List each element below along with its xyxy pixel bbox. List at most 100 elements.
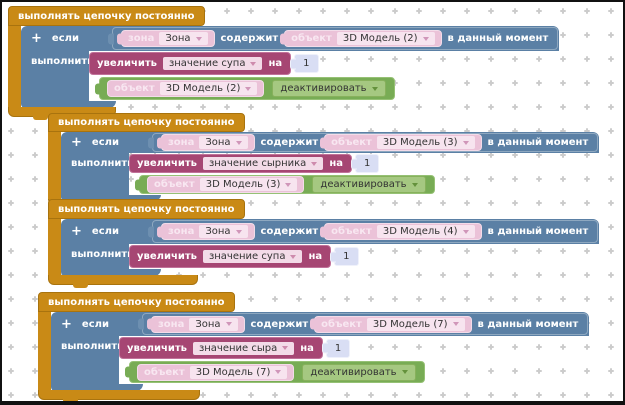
increase-label: увеличить <box>127 342 187 354</box>
if-label: если <box>91 137 119 148</box>
forever-chain-left-bar <box>48 131 61 200</box>
number-block[interactable]: 1 <box>290 54 319 73</box>
condition-block[interactable]: зона Зона содержит объект 3D Модель (7) <box>138 313 589 335</box>
zone-value: Зона <box>165 33 191 44</box>
object-block[interactable]: объект 3D Модель (7) <box>310 315 472 333</box>
variable-dropdown[interactable]: значение сыра <box>192 341 295 355</box>
action-dropdown[interactable]: деактивировать <box>272 80 386 97</box>
by-label: на <box>268 58 283 69</box>
increase-variable-block[interactable]: увеличить значение супа на <box>129 245 332 268</box>
variable-dropdown[interactable]: значение сырника <box>202 157 324 170</box>
zone-label: зона <box>128 33 155 44</box>
increase-variable-block[interactable]: увеличить значение сырника на <box>129 154 352 173</box>
object-block[interactable]: объект 3D Модель (4) <box>320 223 482 240</box>
forever-chain-foot <box>38 390 200 401</box>
chevron-down-icon <box>245 86 252 91</box>
increase-variable-block[interactable]: увеличить значение супа на <box>89 52 292 75</box>
if-block[interactable]: + если зона Зона содерж <box>61 132 600 204</box>
number-value: 1 <box>303 58 310 69</box>
variable-dropdown[interactable]: значение супа <box>162 57 263 70</box>
forever-chain-header[interactable]: выполнять цепочку постоянно <box>48 199 245 219</box>
forever-chain-label: выполнять цепочку постоянно <box>58 203 235 215</box>
do-label: выполнить <box>61 341 124 352</box>
condition-block[interactable]: зона Зона содержит объект 3D Модель (2) <box>108 27 559 50</box>
contains-label: содержит <box>250 318 309 330</box>
chevron-down-icon <box>371 86 378 91</box>
variable-dropdown[interactable]: значение супа <box>202 250 303 263</box>
deactivate-object-block[interactable]: объект 3D Модель (2) деактивировать <box>95 77 395 100</box>
object-dropdown[interactable]: 3D Модель (3) <box>199 178 298 191</box>
connector-tab <box>280 33 287 44</box>
object-block[interactable]: объект 3D Модель (2) <box>280 30 442 47</box>
forever-chain-header[interactable]: выполнять цепочку постоянно <box>8 6 205 26</box>
plus-icon[interactable]: + <box>31 31 42 46</box>
do-label: выполнить <box>71 158 134 169</box>
zone-block[interactable]: зона Зона <box>157 134 255 151</box>
condition-block[interactable]: зона Зона содержит объект 3D Модель (4) <box>148 220 599 243</box>
variable-value: значение сырника <box>208 158 307 169</box>
object-value: 3D Модель (3) <box>382 137 458 148</box>
zone-block[interactable]: зона Зона <box>157 223 255 240</box>
connector-tab <box>148 137 154 148</box>
object-dropdown[interactable]: 3D Модель (7) <box>366 317 465 331</box>
object-dropdown[interactable]: 3D Модель (3) <box>376 136 475 149</box>
object-block[interactable]: объект 3D Модель (3) <box>320 134 482 151</box>
connector-tab <box>125 366 131 378</box>
if-block[interactable]: + если зона Зона содерж <box>61 219 600 280</box>
increase-variable-block[interactable]: увеличить значение сыра на <box>119 337 323 359</box>
object-block[interactable]: объект 3D Модель (2) <box>107 80 265 97</box>
object-label: объект <box>291 33 332 44</box>
zone-block[interactable]: зона Зона <box>147 315 245 333</box>
deactivate-object-block[interactable]: объект 3D Модель (7) деактивировать <box>125 361 425 383</box>
zone-dropdown[interactable]: Зона <box>189 317 238 331</box>
block-group-1[interactable]: выполнять цепочку постоянно + если зона <box>8 6 560 120</box>
increase-label: увеличить <box>137 251 197 262</box>
object-label: объект <box>321 318 362 330</box>
plus-icon[interactable]: + <box>71 135 82 150</box>
chevron-down-icon <box>285 182 292 187</box>
object-dropdown[interactable]: 3D Модель (7) <box>189 365 288 379</box>
object-block[interactable]: объект 3D Модель (3) <box>147 176 305 193</box>
if-block[interactable]: + если зона Зона содерж <box>21 26 560 112</box>
forever-chain-foot <box>48 275 198 288</box>
connector-tab <box>157 137 163 148</box>
forever-chain-header[interactable]: выполнять цепочку постоянно <box>38 292 235 312</box>
zone-dropdown[interactable]: Зона <box>199 225 248 238</box>
forever-chain-header[interactable]: выполнять цепочку постоянно <box>48 113 245 132</box>
block-group-3[interactable]: выполнять цепочку постоянно + если зона <box>48 199 600 288</box>
object-dropdown[interactable]: 3D Модель (2) <box>159 82 258 95</box>
plus-icon[interactable]: + <box>61 316 72 332</box>
object-value: 3D Модель (7) <box>195 366 271 378</box>
forever-chain-left-bar <box>38 311 51 391</box>
connector-tab <box>108 33 114 44</box>
zone-dropdown[interactable]: Зона <box>199 136 248 149</box>
chevron-down-icon <box>195 36 202 41</box>
number-value: 1 <box>363 158 371 169</box>
action-value: деактивировать <box>320 179 407 190</box>
condition-block[interactable]: зона Зона содержит объект 3D Модель (3) <box>148 133 599 152</box>
number-block[interactable]: 1 <box>330 247 359 266</box>
object-block[interactable]: объект 3D Модель (7) <box>137 363 295 381</box>
object-dropdown[interactable]: 3D Модель (4) <box>376 225 475 238</box>
plus-icon[interactable]: + <box>71 224 82 239</box>
chevron-down-icon <box>401 370 408 374</box>
deactivate-object-block[interactable]: объект 3D Модель (3) деактивировать <box>135 175 435 194</box>
block-group-2[interactable]: выполнять цепочку постоянно + если зона <box>48 113 600 208</box>
if-block[interactable]: + если зона Зона содерж <box>51 312 590 395</box>
zone-dropdown[interactable]: Зона <box>159 32 208 45</box>
connector-tab <box>147 318 153 330</box>
zone-block[interactable]: зона Зона <box>117 30 215 47</box>
connector-tab <box>135 179 141 190</box>
number-block[interactable]: 1 <box>321 338 351 358</box>
number-block[interactable]: 1 <box>350 154 380 173</box>
connector-tab <box>310 318 317 330</box>
action-dropdown[interactable]: деактивировать <box>302 363 416 381</box>
chevron-down-icon <box>290 254 297 259</box>
chevron-down-icon <box>275 370 282 374</box>
block-group-4[interactable]: выполнять цепочку постоянно + если зона <box>38 292 590 401</box>
moment-label: в данный момент <box>477 318 579 330</box>
object-dropdown[interactable]: 3D Модель (2) <box>336 32 435 45</box>
action-dropdown[interactable]: деактивировать <box>312 176 426 193</box>
object-value: 3D Модель (2) <box>165 83 241 94</box>
